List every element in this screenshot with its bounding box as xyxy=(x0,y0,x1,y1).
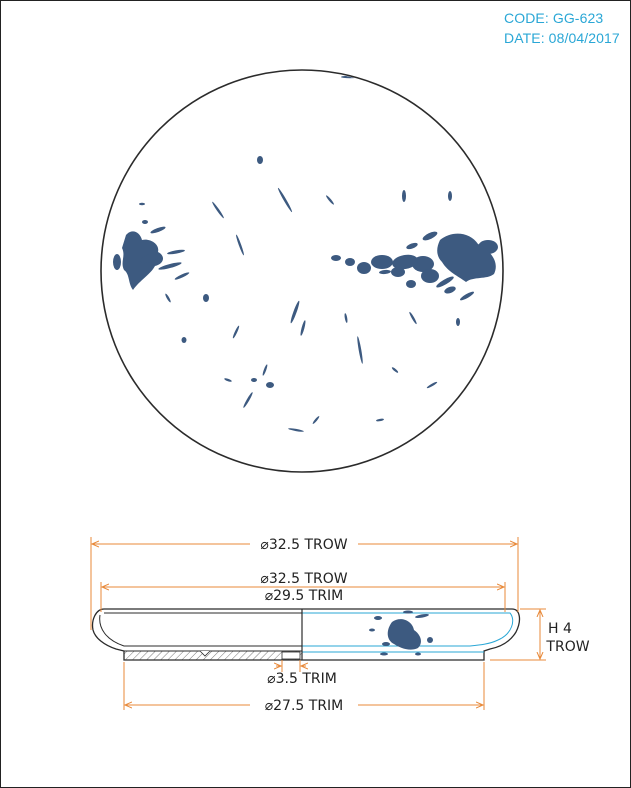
plate-outline xyxy=(100,69,504,473)
dim-base-trim: ⌀27.5 TRIM xyxy=(265,698,344,714)
dim-rim-trow: ⌀32.5 TROW xyxy=(260,571,347,587)
drawing-date: DATE: 08/04/2017 xyxy=(504,30,620,46)
dim-rim-trim: ⌀29.5 TRIM xyxy=(265,588,344,604)
plate-top-view xyxy=(100,69,504,473)
section-hatch xyxy=(123,650,303,661)
product-code: CODE: GG-623 xyxy=(504,10,604,26)
plate-side-profile xyxy=(91,608,521,661)
dim-overall-trow: ⌀32.5 TROW xyxy=(260,537,347,553)
dim-height-unit: TROW xyxy=(545,639,589,655)
title-block: CODE: GG-623 DATE: 08/04/2017 xyxy=(504,8,620,48)
foot-ring xyxy=(281,651,301,660)
side-splatter xyxy=(369,610,433,656)
inner-surface-line xyxy=(302,612,514,647)
dim-height-label: H 4 xyxy=(548,621,572,637)
splatter-pattern xyxy=(113,75,498,432)
dimension-lines xyxy=(90,537,546,710)
dim-foot-trim: ⌀3.5 TRIM xyxy=(267,671,337,687)
